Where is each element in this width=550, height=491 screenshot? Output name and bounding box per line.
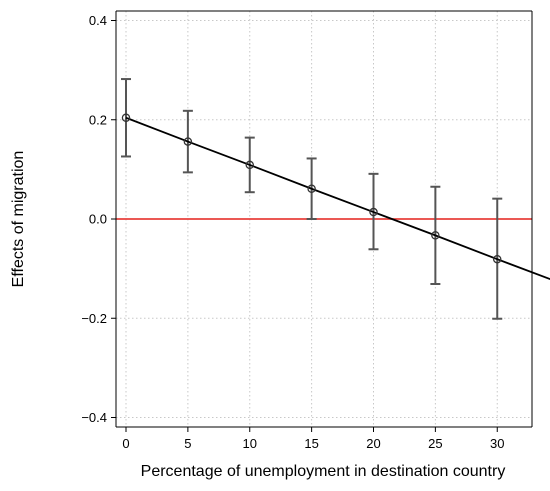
y-tick-label: −0.2 [81,311,107,326]
x-tick-label: 5 [184,436,191,451]
data-point [183,137,193,146]
x-tick-label: 20 [366,436,380,451]
x-axis-title: Percentage of unemployment in destinatio… [141,463,506,480]
data-point [492,254,502,264]
x-tick-label: 15 [304,436,318,451]
y-axis-title: Effects of migration [10,151,27,288]
data-point [307,184,316,193]
series-line [125,116,550,281]
x-tick-label: 0 [122,436,129,451]
x-tick-label: 10 [243,436,257,451]
y-tick-label: 0.0 [89,212,107,227]
data-point [431,231,440,240]
error-bars [121,78,503,320]
data-point [369,207,378,217]
y-tick-label: 0.2 [89,112,107,127]
axes [111,10,533,432]
x-tick-label: 30 [490,436,504,451]
y-tick-label: 0.4 [89,13,107,28]
tick-labels: 0.40.20.0−0.2−0.40510152025303540 [81,13,504,451]
fit-line-group [125,116,550,281]
y-tick-label: −0.4 [81,410,107,425]
data-point [121,113,131,123]
data-point [245,160,254,170]
x-tick-label: 25 [428,436,442,451]
data-points [121,113,502,264]
